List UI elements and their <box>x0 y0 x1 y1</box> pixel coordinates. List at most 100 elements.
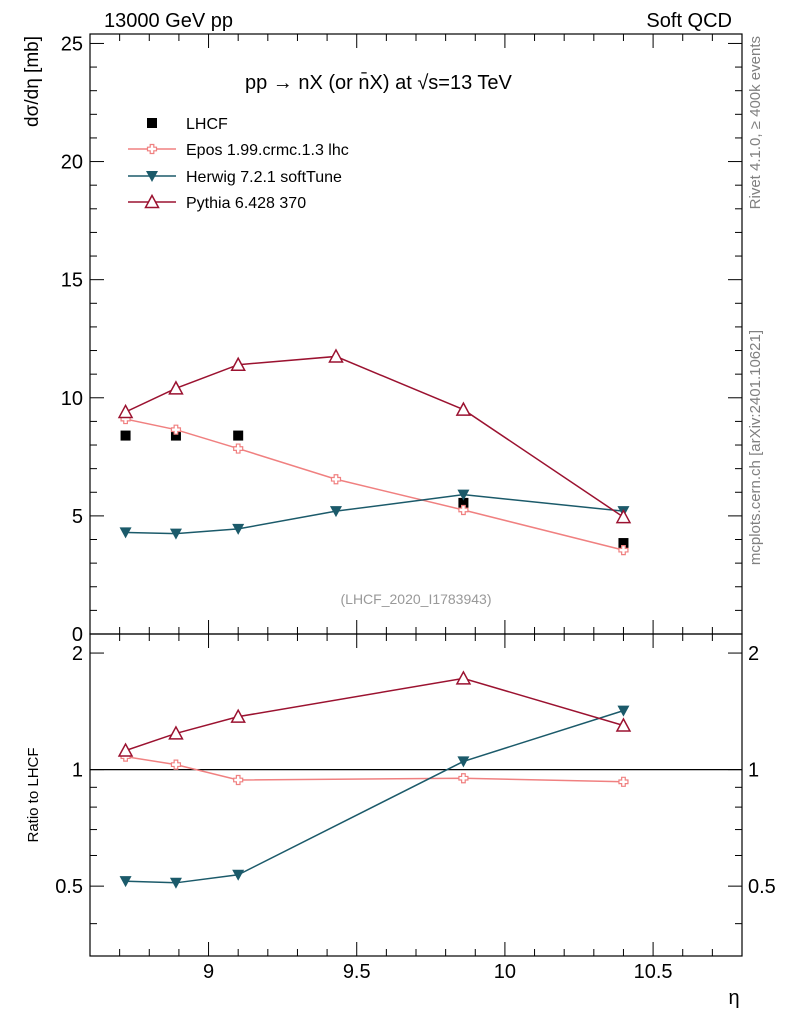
ratio-ytick-label-right: 2 <box>748 643 759 665</box>
ratio-point-epos <box>618 776 629 787</box>
main-ytick-label: 0 <box>72 624 83 646</box>
legend-marker-epos-symbol <box>146 143 158 155</box>
legend-label-lhcf: LHCF <box>186 116 228 133</box>
ratio-ytick-label-right: 1 <box>748 760 759 782</box>
main-series-layer <box>117 348 632 556</box>
ratio-point-herwig <box>119 876 132 888</box>
rivet-version-label: Rivet 4.1.0, ≥ 400k events <box>747 36 764 209</box>
ratio-point-herwig <box>232 869 245 881</box>
ratio-point-pythia <box>230 708 246 723</box>
ratio-point-pythia <box>117 742 134 757</box>
ratio-series-herwig <box>119 705 630 889</box>
ratio-series-layer <box>117 670 632 889</box>
ratio-ytick-label: 0.5 <box>55 876 83 898</box>
data-point-herwig <box>457 489 470 501</box>
ratio-panel: 0.5 0.5 1 1 2 2 9 9.5 10 10.5 Ratio to LHCF η <box>25 633 776 1009</box>
ratio-line-herwig <box>125 709 624 884</box>
ratio-ytick-label: 2 <box>72 643 83 665</box>
legend: LHCF Epos 1.99.crmc.1.3 lhc Herwig 7.2.1… <box>128 116 349 212</box>
main-ytick-label: 15 <box>61 270 83 292</box>
main-panel: 0 5 10 15 20 25 dσ/dη [mb] pp → nX (or n̄X) a… <box>22 33 743 646</box>
x-tick-label: 9 <box>203 961 214 983</box>
x-tick-label: 10.5 <box>634 961 673 983</box>
series-line-herwig <box>125 493 624 535</box>
data-point-epos <box>170 424 182 435</box>
legend-label-herwig: Herwig 7.2.1 softTune <box>186 169 342 186</box>
ratio-series-pythia <box>117 670 632 757</box>
ratio-line-pythia <box>125 677 624 752</box>
data-point-epos <box>330 474 342 485</box>
plot-title: pp → nX (or n̄X) at √s=13 TeV <box>245 71 513 94</box>
ratio-plot-frame <box>89 633 743 957</box>
analysis-watermark: (LHCF_2020_I1783943) <box>341 591 492 607</box>
x-tick-label: 9.5 <box>343 961 371 983</box>
header-energy-label: 13000 GeV pp <box>104 10 233 32</box>
data-point-herwig <box>119 527 132 539</box>
main-ytick-label: 25 <box>61 33 83 55</box>
series-line-epos <box>125 418 624 551</box>
series-lhcf <box>120 430 629 549</box>
main-ytick-label: 10 <box>61 388 83 410</box>
ratio-ytick-label-right: 0.5 <box>748 876 776 898</box>
ratio-point-epos <box>170 759 182 770</box>
header-category-label: Soft QCD <box>646 10 732 32</box>
data-point-lhcf <box>618 538 629 549</box>
data-point-pythia <box>615 508 632 524</box>
ratio-series-epos <box>120 751 629 787</box>
mcplots-reference-label: mcplots.cern.ch [arXiv:2401.10621] <box>747 330 764 565</box>
ratio-point-pythia <box>615 717 632 732</box>
data-point-lhcf <box>120 430 131 441</box>
legend-marker-epos <box>146 143 158 155</box>
legend-marker-herwig <box>146 171 158 182</box>
data-point-lhcf <box>170 430 181 441</box>
legend-entry-epos: Epos 1.99.crmc.1.3 lhc <box>128 142 349 159</box>
ratio-point-pythia <box>455 670 472 685</box>
ratio-y-axis-label: Ratio to LHCF <box>25 747 42 842</box>
main-ytick-label: 5 <box>72 506 83 528</box>
data-point-pythia <box>455 401 472 416</box>
legend-entry-lhcf: LHCF <box>147 116 228 133</box>
main-y-axis-label: dσ/dη [mb] <box>22 36 43 127</box>
ratio-axis-ticks <box>90 634 743 956</box>
data-point-herwig <box>232 523 245 535</box>
series-herwig <box>119 489 630 540</box>
series-line-pythia <box>125 355 624 518</box>
series-pythia <box>117 348 632 524</box>
title-nbar: n̄X <box>358 71 382 94</box>
main-y-tick-labels: 0 5 10 15 20 25 <box>61 33 83 646</box>
data-point-pythia <box>117 403 134 419</box>
data-point-herwig <box>329 506 342 518</box>
ratio-point-herwig <box>169 877 182 889</box>
legend-label-epos: Epos 1.99.crmc.1.3 lhc <box>186 142 349 159</box>
legend-marker-lhcf <box>147 118 157 128</box>
data-point-pythia <box>230 356 246 371</box>
legend-label-pythia: Pythia 6.428 370 <box>186 195 306 212</box>
legend-marker-herwig-symbol <box>146 171 158 182</box>
main-ytick-label: 20 <box>61 152 83 174</box>
title-sqrt-s: √s <box>417 72 438 94</box>
ratio-ytick-label: 1 <box>72 760 83 782</box>
ratio-x-tick-labels: 9 9.5 10 10.5 <box>203 961 673 983</box>
legend-marker-pythia <box>144 193 160 209</box>
ratio-point-herwig <box>457 756 470 768</box>
legend-entry-pythia: Pythia 6.428 370 <box>128 193 306 212</box>
data-point-lhcf <box>233 430 244 441</box>
ratio-point-epos <box>233 774 244 786</box>
data-point-pythia <box>328 348 344 363</box>
ratio-point-epos <box>458 773 469 784</box>
ratio-point-herwig <box>617 705 630 717</box>
series-epos <box>120 413 629 556</box>
ratio-point-pythia <box>168 725 184 740</box>
x-axis-label: η <box>728 987 739 1009</box>
data-point-pythia <box>168 380 184 395</box>
x-tick-label: 10 <box>494 961 516 983</box>
data-point-epos <box>233 443 244 454</box>
data-point-lhcf <box>458 497 469 508</box>
legend-marker-pythia-symbol <box>144 193 160 209</box>
data-point-epos <box>618 545 629 556</box>
legend-entry-herwig: Herwig 7.2.1 softTune <box>128 169 342 186</box>
data-point-herwig <box>169 528 182 540</box>
main-axis-ticks <box>90 34 743 635</box>
ratio-y-tick-labels: 0.5 0.5 1 1 2 2 <box>55 643 776 898</box>
